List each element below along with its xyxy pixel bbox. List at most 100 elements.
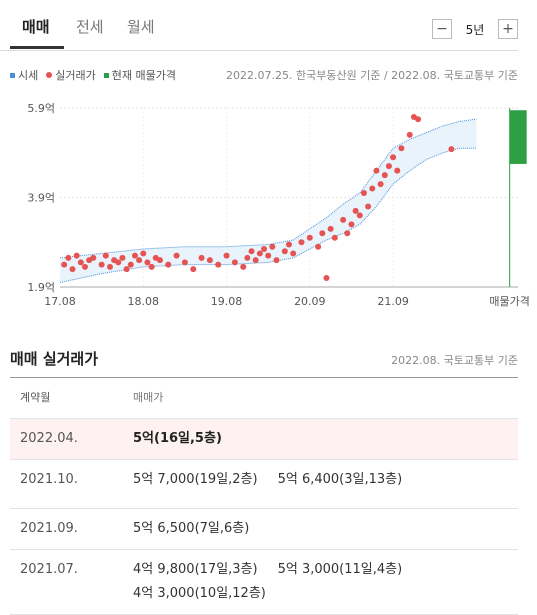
period-value: 5년	[465, 22, 485, 37]
x-tick-label: 20.09	[294, 295, 326, 308]
x-tick-label: 17.08	[44, 295, 76, 308]
contract-month: 2021.10.	[20, 472, 78, 487]
section-source: 2022.08. 국토교통부 기준	[391, 354, 518, 367]
transaction-point	[252, 257, 259, 264]
transaction-point	[244, 254, 251, 261]
table-row: 2021.09. 5억 6,500(7일,6층)	[10, 509, 518, 550]
transaction-point	[148, 263, 155, 270]
transaction-point	[261, 245, 268, 252]
deal-price: 5억 7,000(19일,2층)	[133, 472, 258, 487]
transaction-point	[269, 243, 276, 250]
transaction-point	[331, 234, 338, 241]
deal-prices: 4억 9,800(17일,3층) 5억 3,000(11일,4층) 4억 3,000…	[133, 550, 518, 614]
transaction-point	[360, 190, 367, 197]
period-stepper: − 5년 +	[432, 18, 518, 40]
deal-price: 4억 3,000(10일,12층)	[133, 586, 266, 601]
header-contract-month: 계약월	[20, 391, 51, 404]
section-title: 매매 실거래가	[10, 350, 99, 368]
transaction-point	[198, 254, 205, 261]
transaction-point	[156, 257, 163, 264]
x-tick-label: 매물가격	[489, 295, 529, 308]
transaction-point	[323, 275, 330, 282]
transaction-point	[369, 185, 376, 192]
legend-label: 시세	[18, 69, 39, 82]
transaction-point	[61, 261, 68, 268]
legend-item-market-price: 시세	[10, 67, 38, 83]
legend-square-icon	[103, 72, 109, 78]
table-header: 계약월 매매가	[10, 378, 518, 419]
transaction-point	[65, 254, 72, 261]
transaction-point	[265, 252, 272, 259]
legend-square-icon	[10, 72, 15, 78]
transaction-point	[415, 116, 422, 123]
transaction-point	[340, 216, 347, 223]
header-sale-price: 매매가	[133, 391, 164, 404]
deal-type-tabs: 매매 전세 월세 − 5년 +	[0, 0, 518, 51]
transaction-point	[181, 259, 188, 266]
transaction-point	[81, 263, 88, 270]
transaction-point	[223, 252, 230, 259]
deal-price: 5억 3,000(11일,4층)	[277, 562, 403, 577]
transaction-point	[127, 261, 134, 268]
deal-price: 5억 6,400(3일,13층)	[277, 472, 403, 487]
legend-item-actual-price: 실거래가	[46, 67, 96, 83]
deal-price: 5억(16일,5층)	[133, 431, 222, 446]
transaction-point	[298, 239, 305, 246]
transaction-point	[136, 257, 143, 264]
chart-legend: 시세 실거래가 현재 매물가격	[10, 67, 184, 83]
transaction-point	[231, 259, 238, 266]
transaction-point	[90, 254, 97, 261]
transaction-point	[115, 259, 122, 266]
transaction-point	[131, 252, 138, 259]
table-row: 2021.07. 4억 9,800(17일,3층) 5억 3,000(11일,4층)…	[10, 550, 518, 615]
transaction-point	[356, 212, 363, 219]
deal-prices: 5억 6,500(7일,6층)	[133, 509, 518, 549]
transaction-point	[98, 261, 105, 268]
table-row: 2022.04. 5억(16일,5층)	[10, 419, 518, 460]
transaction-point	[448, 146, 455, 153]
tab-monthly-rent[interactable]: 월세	[127, 18, 155, 36]
tab-sale[interactable]: 매매	[22, 18, 50, 36]
table-body: 2022.04. 5억(16일,5층) 2021.10. 5억 7,000(19일,2…	[10, 419, 518, 615]
transaction-point	[286, 241, 292, 248]
transaction-point	[73, 252, 80, 259]
contract-month: 2021.09.	[20, 521, 78, 536]
active-tab-indicator	[10, 46, 64, 49]
deal-price: 4억 9,800(17일,3층)	[133, 562, 258, 577]
transaction-point	[102, 252, 109, 259]
y-tick-label: 3.9억	[27, 192, 55, 205]
transaction-point	[123, 266, 130, 273]
x-tick-label: 18.08	[128, 295, 160, 308]
transaction-point	[106, 263, 113, 270]
transaction-point	[365, 203, 372, 210]
transaction-point	[69, 266, 76, 273]
transaction-point	[281, 248, 288, 255]
transaction-point	[373, 167, 380, 174]
legend-item-listing-price: 현재 매물가격	[103, 67, 176, 83]
deal-prices: 5억 7,000(19일,2층) 5억 6,400(3일,13층)	[133, 460, 518, 508]
transaction-point	[119, 254, 126, 261]
deal-prices: 5억(16일,5층)	[133, 419, 518, 459]
transaction-point	[377, 181, 384, 188]
legend-dot-icon	[46, 72, 53, 78]
transaction-point	[394, 167, 401, 174]
x-tick-label: 19.08	[211, 295, 243, 308]
market-price-lower-line	[59, 147, 477, 284]
transaction-point	[348, 221, 355, 228]
transaction-point	[319, 230, 326, 237]
tab-jeonse[interactable]: 전세	[76, 18, 104, 36]
period-increase-button[interactable]: +	[498, 19, 518, 39]
transaction-point	[352, 207, 359, 214]
x-tick-label: 21.09	[377, 295, 409, 308]
transaction-point	[398, 145, 405, 152]
transaction-point	[248, 248, 255, 255]
transaction-point	[344, 230, 351, 237]
transaction-point	[206, 257, 213, 264]
y-tick-label: 1.9억	[27, 281, 55, 294]
transaction-point	[240, 263, 247, 270]
transaction-point	[165, 261, 172, 268]
market-price-upper-line	[59, 118, 477, 259]
period-decrease-button[interactable]: −	[432, 19, 452, 39]
transaction-point	[406, 131, 413, 138]
transaction-point	[144, 259, 151, 266]
